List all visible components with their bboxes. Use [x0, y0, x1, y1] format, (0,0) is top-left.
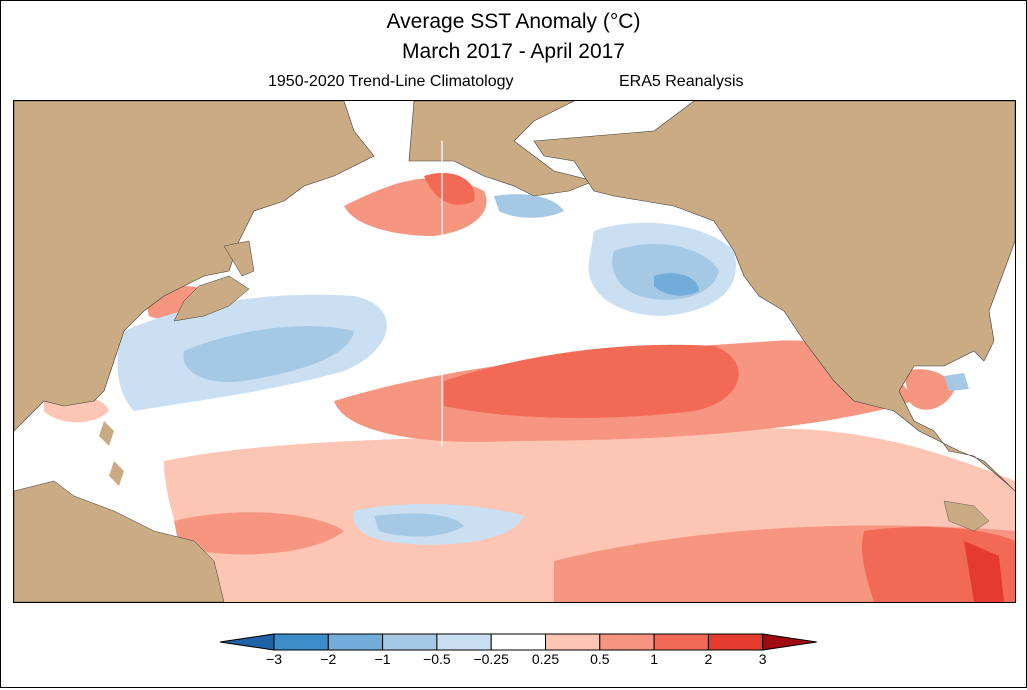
colorbar-swatch [599, 633, 655, 651]
colorbar-swatches [219, 633, 817, 651]
climatology-label: 1950-2020 Trend-Line Climatology [268, 73, 514, 90]
colorbar-swatch [273, 633, 329, 651]
colorbar-swatch [382, 633, 438, 651]
map-period: March 2017 - April 2017 [402, 40, 625, 63]
colorbar-tick-label: 0.25 [532, 651, 559, 667]
colorbar-ticks: −3 −2 −1 −0.5 −0.25 0.25 0.5 1 2 3 [266, 651, 767, 667]
colorbar-swatch [545, 633, 601, 651]
colorbar-tick-label: 1 [650, 651, 658, 667]
colorbar-tick-label: −1 [375, 651, 391, 667]
landmasses [14, 101, 1015, 602]
colorbar-swatch [653, 633, 709, 651]
colorbar-tick-label: −2 [320, 651, 336, 667]
dataset-label: ERA5 Reanalysis [619, 73, 744, 90]
colorbar-tick-label: 0.5 [590, 651, 610, 667]
colorbar-swatch [327, 633, 384, 651]
colorbar-tick-label: 3 [759, 651, 767, 667]
colorbar-arrow-high [762, 633, 817, 651]
colorbar-tick-label: −3 [266, 651, 282, 667]
colorbar-tick-label: 2 [705, 651, 713, 667]
colorbar-tick-label: −0.5 [423, 651, 451, 667]
colorbar-arrow-low [219, 633, 275, 651]
warm-anomalies [44, 172, 1015, 602]
colorbar-swatch [490, 633, 547, 651]
cool-anomalies [117, 194, 969, 545]
colorbar-swatch [707, 633, 764, 651]
colorbar-tick-label: −0.25 [473, 651, 509, 667]
sst-anomaly-map [13, 100, 1016, 603]
colorbar-swatch [436, 633, 492, 651]
map-title: Average SST Anomaly (°C) [386, 10, 641, 33]
colorbar: −3 −2 −1 −0.5 −0.25 0.25 0.5 1 2 3 [0, 625, 1027, 685]
